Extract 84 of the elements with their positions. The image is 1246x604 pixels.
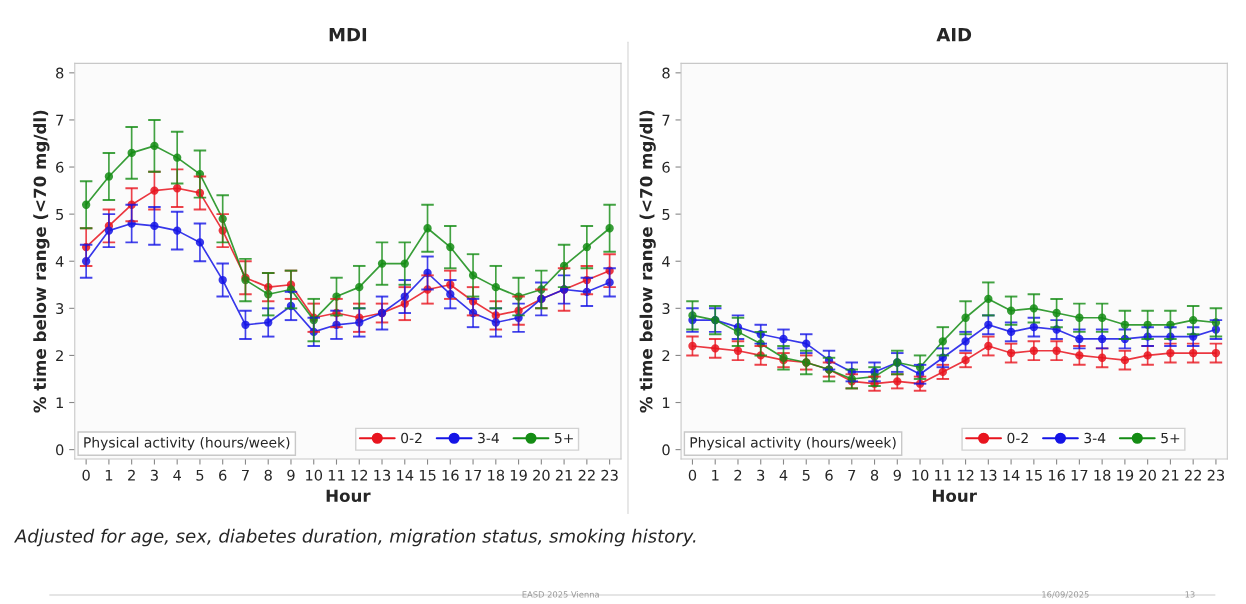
y-tick-label: 1 bbox=[56, 397, 63, 409]
x-tick-label: 0 bbox=[688, 469, 697, 481]
x-tick-label: 22 bbox=[578, 469, 595, 481]
text: 13 bbox=[1185, 591, 1195, 598]
chart-title: AID bbox=[936, 28, 972, 42]
x-tick-label: 11 bbox=[935, 469, 951, 481]
legend-label: 3-4 bbox=[478, 432, 499, 444]
x-tick-label: 20 bbox=[533, 469, 550, 481]
y-tick-label: 1 bbox=[662, 397, 670, 409]
x-tick-label: 10 bbox=[306, 469, 323, 481]
legend-label: 5+ bbox=[1161, 432, 1180, 444]
x-tick-label: 19 bbox=[510, 469, 527, 481]
x-axis-title: Hour bbox=[326, 489, 371, 503]
x-tick-label: 4 bbox=[779, 469, 788, 481]
x-tick-label: 5 bbox=[196, 469, 204, 481]
x-tick-label: 6 bbox=[825, 469, 833, 481]
y-tick-label: 2 bbox=[56, 350, 63, 361]
x-tick-label: 13 bbox=[980, 469, 997, 481]
x-tick-label: 1 bbox=[105, 469, 113, 481]
x-tick-label: 3 bbox=[757, 469, 765, 481]
x-tick-label: 23 bbox=[601, 469, 618, 481]
x-tick-label: 7 bbox=[848, 469, 856, 481]
x-tick-label: 20 bbox=[1139, 469, 1156, 481]
y-tick-label: 6 bbox=[662, 161, 670, 173]
x-tick-label: 17 bbox=[465, 469, 482, 481]
y-tick-label: 5 bbox=[56, 209, 64, 220]
y-tick-label: 8 bbox=[662, 67, 670, 79]
y-tick-label: 7 bbox=[56, 114, 64, 126]
x-tick-label: 14 bbox=[1003, 469, 1020, 481]
y-tick-label: 3 bbox=[56, 303, 64, 315]
x-tick-label: 9 bbox=[893, 469, 901, 481]
legend-title: Physical activity (hours/week) bbox=[84, 436, 290, 451]
y-tick-label: 5 bbox=[662, 209, 670, 220]
x-tick-label: 0 bbox=[82, 469, 90, 481]
x-axis-title: Hour bbox=[932, 489, 977, 503]
x-tick-label: 17 bbox=[1071, 469, 1088, 481]
x-tick-label: 15 bbox=[419, 469, 436, 481]
x-tick-label: 1 bbox=[712, 469, 719, 481]
y-tick-label: 2 bbox=[662, 350, 670, 361]
x-tick-label: 19 bbox=[1117, 469, 1134, 481]
x-tick-label: 8 bbox=[870, 469, 879, 481]
x-tick-label: 4 bbox=[173, 469, 181, 481]
legend-title: Physical activity (hours/week) bbox=[690, 436, 896, 451]
x-tick-label: 8 bbox=[264, 469, 272, 481]
x-tick-label: 12 bbox=[351, 469, 368, 481]
y-tick-label: 0 bbox=[56, 444, 64, 456]
x-tick-label: 18 bbox=[488, 469, 505, 481]
text: EASD 2025 Vienna bbox=[522, 591, 599, 598]
x-tick-label: 22 bbox=[1184, 469, 1201, 481]
y-tick-label: 7 bbox=[662, 114, 670, 126]
x-tick-label: 9 bbox=[287, 469, 295, 481]
x-tick-label: 10 bbox=[912, 469, 929, 481]
legend-label: 0-2 bbox=[401, 432, 422, 444]
legend-label: 5+ bbox=[554, 432, 573, 444]
y-tick-label: 4 bbox=[55, 256, 64, 267]
legend-label: 3-4 bbox=[1084, 432, 1106, 444]
x-tick-label: 21 bbox=[555, 469, 573, 481]
x-tick-label: 3 bbox=[150, 469, 158, 481]
x-tick-label: 16 bbox=[442, 469, 459, 481]
x-tick-label: 2 bbox=[734, 469, 742, 481]
x-tick-label: 11 bbox=[328, 469, 345, 481]
x-tick-label: 12 bbox=[957, 469, 974, 481]
x-tick-label: 7 bbox=[242, 469, 249, 481]
x-tick-label: 21 bbox=[1162, 469, 1179, 481]
chart-title: MDI bbox=[329, 28, 367, 42]
y-tick-label: 6 bbox=[56, 161, 64, 173]
y-tick-label: 8 bbox=[56, 67, 64, 79]
y-tick-label: 4 bbox=[662, 256, 670, 267]
x-tick-label: 2 bbox=[128, 469, 135, 481]
y-tick-label: 0 bbox=[662, 444, 670, 456]
x-tick-label: 16 bbox=[1048, 469, 1065, 481]
y-axis-title: % time below range (<70 mg/dl) bbox=[639, 110, 656, 413]
y-axis-title: % time below range (<70 mg/dl) bbox=[33, 110, 50, 413]
legend-label: 0-2 bbox=[1007, 432, 1028, 444]
x-tick-label: 5 bbox=[802, 469, 810, 481]
x-tick-label: 13 bbox=[374, 469, 391, 481]
x-tick-label: 18 bbox=[1094, 469, 1111, 481]
y-tick-label: 3 bbox=[662, 303, 670, 315]
x-tick-label: 6 bbox=[219, 469, 227, 481]
x-tick-label: 23 bbox=[1207, 469, 1225, 481]
text: 16/09/2025 bbox=[1042, 591, 1089, 599]
x-tick-label: 15 bbox=[1026, 469, 1042, 481]
text: Adjusted for age, sex, diabetes duration, migration status, smoking history. bbox=[13, 528, 696, 547]
x-tick-label: 14 bbox=[397, 469, 414, 481]
